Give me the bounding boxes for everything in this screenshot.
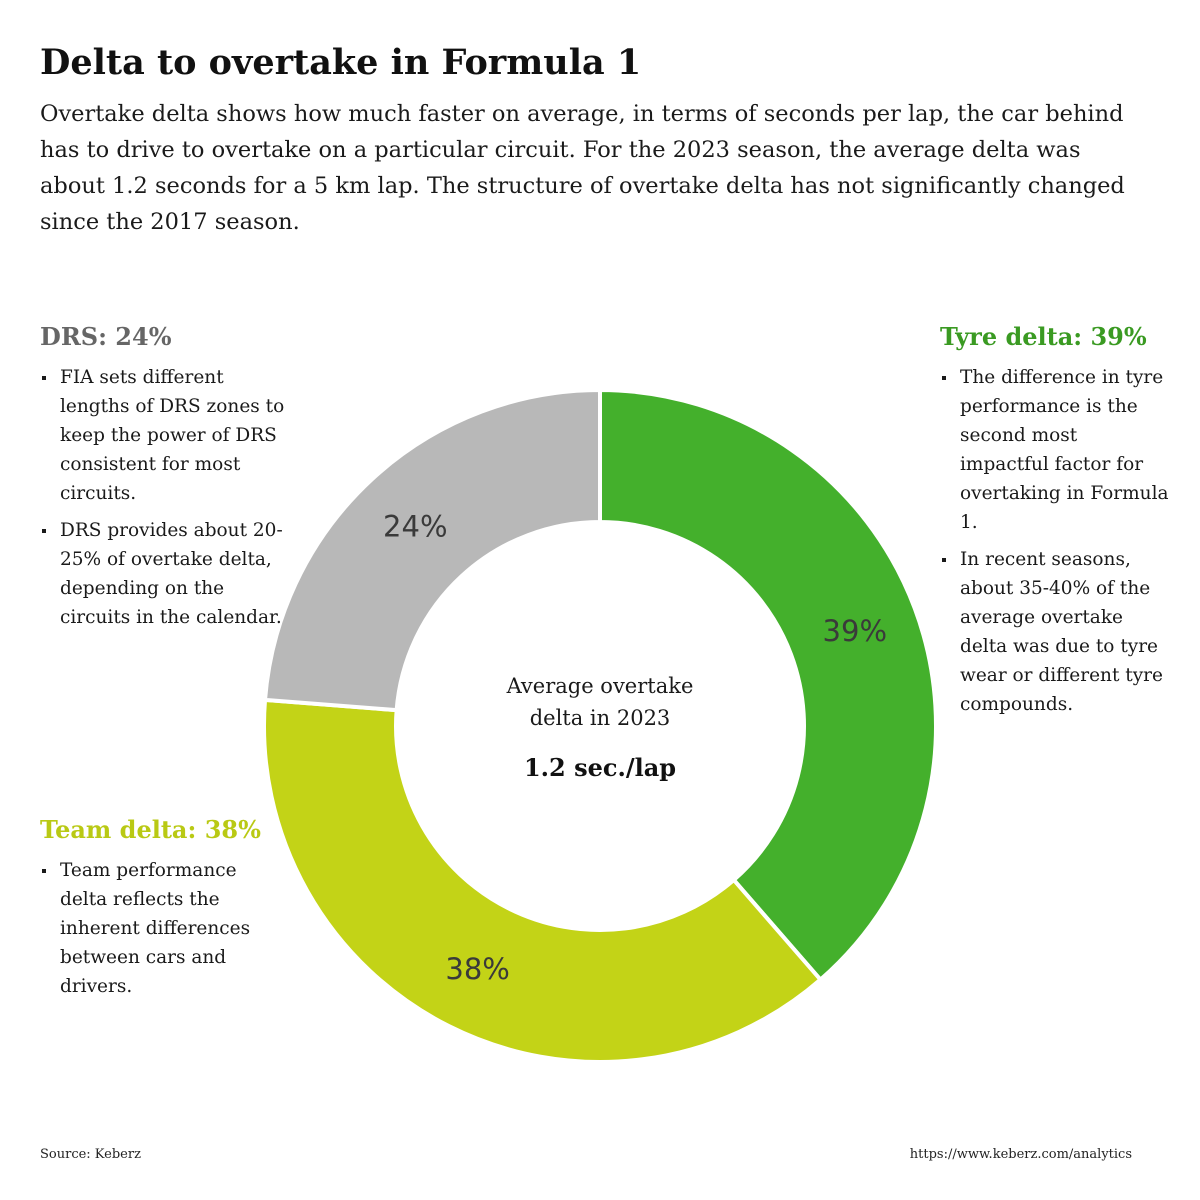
chart-subtitle: Overtake delta shows how much faster on … [40, 101, 1125, 235]
chart-title: Delta to overtake in Formula 1 [40, 42, 642, 83]
donut-data-label: 38% [445, 952, 509, 986]
drs-heading: DRS: 24% [40, 322, 172, 351]
donut-slice-tyre-delta [598, 387, 938, 983]
donut-slice-drs [262, 387, 602, 713]
center-text-line1: Average overtake [506, 674, 694, 698]
tyre-bullet: The difference in tyre performance is th… [940, 363, 1170, 537]
donut-slice-team-delta [262, 697, 824, 1064]
team-bullet-list: Team performance delta reflects the inhe… [40, 856, 280, 1001]
drs-bullet: DRS provides about 20-25% of overtake de… [40, 516, 290, 632]
tyre-bullet: In recent seasons, about 35-40% of the a… [940, 545, 1170, 719]
drs-bullet-list: FIA sets different lengths of DRS zones … [40, 363, 290, 632]
donut-data-labels: 39% 38% 24% [383, 509, 887, 986]
team-bullet: Team performance delta reflects the inhe… [40, 856, 280, 1001]
donut-data-label: 39% [823, 614, 887, 648]
drs-annotation: DRS: 24% FIA sets different lengths of D… [40, 322, 290, 640]
tyre-bullet-list: The difference in tyre performance is th… [940, 363, 1170, 719]
team-annotation: Team delta: 38% Team performance delta r… [40, 815, 280, 1009]
donut-data-label: 24% [383, 509, 447, 543]
team-heading: Team delta: 38% [40, 815, 261, 844]
tyre-heading: Tyre delta: 39% [940, 322, 1147, 351]
center-text-line2: delta in 2023 [530, 706, 671, 730]
source-note: Source: Keberz [40, 1147, 141, 1162]
donut-slices [262, 387, 938, 1064]
center-value: 1.2 sec./lap [524, 753, 676, 782]
tyre-annotation: Tyre delta: 39% The difference in tyre p… [940, 322, 1170, 727]
source-url[interactable]: https://www.keberz.com/analytics [909, 1147, 1132, 1162]
drs-bullet: FIA sets different lengths of DRS zones … [40, 363, 290, 508]
